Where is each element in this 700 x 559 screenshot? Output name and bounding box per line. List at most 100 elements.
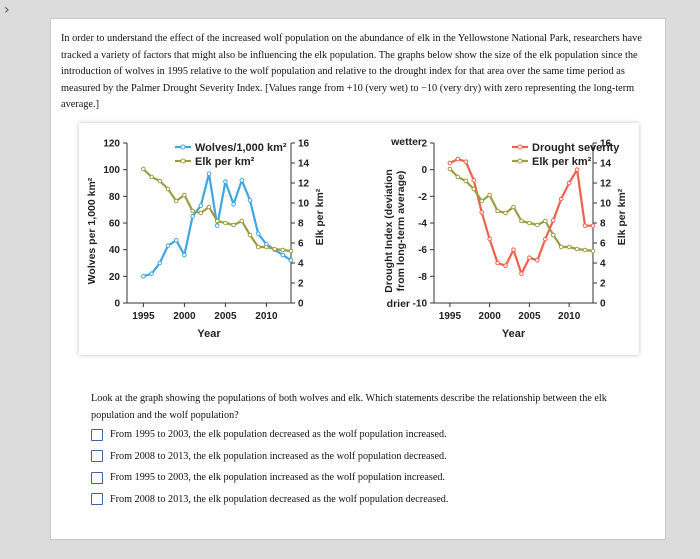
wolf-chart-xtick-label: 2010 — [255, 311, 278, 322]
wolf-chart-point — [288, 248, 294, 254]
wolf-chart-point — [255, 231, 261, 236]
drought-chart-y2tick-label: 8 — [600, 219, 606, 230]
wolf-chart-point — [165, 243, 171, 248]
drought-chart-y2tick-label: 16 — [600, 139, 612, 150]
wolf-chart-point — [198, 203, 204, 208]
wolf-chart-point — [157, 178, 163, 184]
option-3[interactable]: From 1995 to 2003, the elk population in… — [91, 467, 651, 489]
drought-chart-point — [558, 244, 564, 250]
drought-chart-y2label: Elk per km² — [616, 188, 628, 245]
drought-chart-point — [487, 192, 492, 198]
question-card: In order to understand the effect of the… — [50, 18, 666, 540]
option-4-label: From 2008 to 2013, the elk population de… — [110, 493, 449, 505]
wolf-chart-ylabel: Wolves per 1,000 km² — [86, 177, 98, 284]
wolf-chart-point — [149, 271, 154, 276]
wolf-chart-point — [239, 218, 245, 224]
drought-chart-point — [487, 236, 492, 242]
wolf-chart-legend-marker — [180, 158, 186, 164]
wolf-chart-point — [173, 238, 179, 243]
drought-chart-point — [582, 247, 588, 253]
drought-chart-point — [582, 223, 588, 228]
drought-chart-xtick-label: 1995 — [439, 311, 462, 322]
drought-chart-point — [479, 210, 485, 215]
wolf-chart-point — [214, 218, 220, 224]
wolf-chart-point — [190, 208, 195, 214]
drought-chart-point — [558, 196, 564, 202]
drought-chart-point — [550, 232, 556, 238]
wolf-chart-point — [198, 210, 204, 216]
wolf-chart-xtick-label: 1995 — [132, 311, 155, 322]
wolf-chart-point — [272, 246, 277, 252]
drought-chart-y2tick-label: 4 — [600, 259, 606, 270]
drought-chart-ylabel-line2: from long-term average) — [395, 171, 407, 292]
drought-chart-y2tick-label: 6 — [600, 239, 606, 250]
drought-chart-point — [471, 178, 477, 183]
drought-chart-point — [511, 204, 516, 210]
drought-chart-ytick-label: 2 — [421, 139, 427, 150]
drought-chart-ytick-label: -10 — [413, 299, 428, 310]
drought-chart-series-line-elk — [449, 168, 594, 253]
drought-chart-point — [543, 218, 548, 224]
wolf-chart-ytick-label: 0 — [114, 299, 120, 310]
drought-chart-y2tick-label: 14 — [600, 159, 612, 170]
drought-chart-point — [574, 246, 580, 252]
charts-panel: 0 20 40 60 80 100 120 0 2 4 6 8 10 12 14 16 1995 2000 2005… — [79, 123, 639, 355]
answer-options: From 1995 to 2003, the elk population de… — [91, 424, 651, 510]
wolf-chart-point — [149, 174, 154, 180]
option-1[interactable]: From 1995 to 2003, the elk population de… — [91, 424, 651, 446]
wolf-chart-point — [247, 232, 253, 238]
drought-chart-point — [455, 174, 461, 180]
option-4-checkbox[interactable] — [91, 493, 103, 506]
wolf-chart-y2tick-label: 12 — [298, 179, 310, 190]
option-3-checkbox[interactable] — [91, 471, 103, 484]
drought-chart-legend-marker — [517, 144, 523, 150]
wolf-chart-ytick-label: 100 — [103, 165, 120, 176]
question-text: Look at the graph showing the population… — [91, 393, 607, 421]
drought-chart-point — [447, 160, 453, 166]
wolf-chart-y2tick-label: 6 — [298, 239, 304, 250]
drought-chart-point — [495, 260, 500, 266]
wolf-chart-ytick-label: 60 — [109, 219, 121, 230]
wolf-chart-xtick-label: 2000 — [173, 311, 196, 322]
wolf-chart-y2tick-label: 4 — [298, 259, 304, 270]
wolf-chart-point — [223, 179, 228, 184]
wolf-chart-ytick-label: 120 — [103, 139, 120, 150]
wolf-chart-legend-label: Wolves/1,000 km² — [195, 142, 287, 154]
option-2[interactable]: From 2008 to 2013, the elk population in… — [91, 446, 651, 468]
wolf-chart-point — [190, 214, 195, 219]
wolf-chart-y2tick-label: 14 — [298, 159, 310, 170]
drought-chart-legend-label: Elk per km² — [532, 156, 592, 168]
wolf-chart-point — [182, 192, 187, 198]
wolf-chart-point — [141, 166, 146, 172]
drought-chart-xtick-label: 2005 — [518, 311, 541, 322]
option-4[interactable]: From 2008 to 2013, the elk population de… — [91, 489, 651, 511]
drought-chart-y2tick-label: 0 — [600, 299, 606, 310]
drought-chart-point — [550, 218, 556, 223]
drought-chart-point — [519, 271, 524, 276]
wolf-chart-ytick-label: 20 — [109, 272, 121, 283]
intro-paragraph: In order to understand the effect of the… — [61, 33, 642, 111]
wolf-chart-legend-marker — [180, 144, 186, 150]
option-2-checkbox[interactable] — [91, 450, 103, 463]
wolf-chart-ytick-label: 80 — [109, 192, 121, 203]
wolf-chart-y2label: Elk per km² — [314, 188, 326, 245]
option-1-checkbox[interactable] — [91, 428, 103, 441]
back-chevron-icon[interactable]: › — [4, 2, 10, 18]
wolf-chart-point — [223, 220, 228, 226]
wolf-chart-legend-label: Elk per km² — [195, 156, 255, 168]
drought-chart-point — [503, 210, 508, 216]
wolf-chart-point — [288, 258, 294, 263]
wolf-chart-ytick-label: 40 — [109, 245, 121, 256]
wolf-chart-point — [157, 260, 163, 266]
drought-chart-ytick-label: -2 — [418, 192, 427, 203]
drought-chart-xtick-label: 2000 — [479, 311, 502, 322]
option-2-label: From 2008 to 2013, the elk population in… — [110, 450, 447, 462]
wolf-chart-point — [141, 274, 146, 279]
drought-chart-xlabel: Year — [502, 328, 526, 340]
drought-chart-drier-label: drier — [387, 298, 410, 310]
drought-chart-point — [463, 178, 469, 184]
drought-chart-legend-marker — [517, 158, 523, 164]
drought-chart-ytick-label: -8 — [418, 272, 427, 283]
option-3-label: From 1995 to 2003, the elk population in… — [110, 472, 445, 484]
wolf-chart-xlabel: Year — [197, 328, 221, 340]
